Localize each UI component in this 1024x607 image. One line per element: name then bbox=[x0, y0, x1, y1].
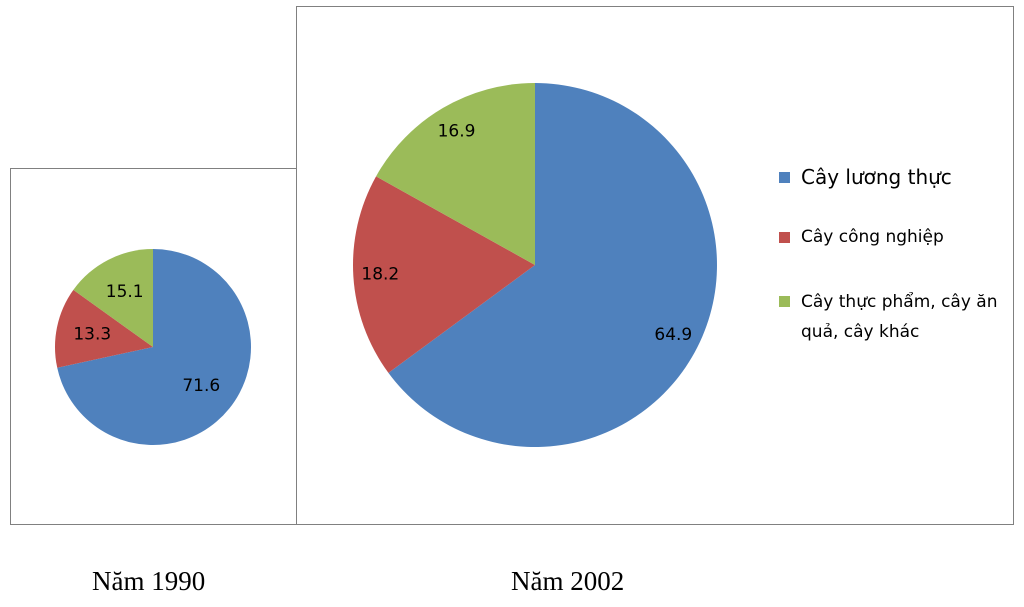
pie-chart-1990: 71.6 13.3 15.1 bbox=[55, 249, 252, 445]
pie-slice-0 bbox=[57, 249, 252, 445]
legend: Cây lương thực Cây công nghiệp Cây thực … bbox=[779, 165, 1009, 347]
legend-label: Cây thực phẩm, cây ăn quả, cây khác bbox=[801, 292, 998, 342]
pie-slice-2 bbox=[73, 249, 153, 347]
legend-entry-cay-thuc-pham: Cây thực phẩm, cây ăn quả, cây khác bbox=[779, 287, 1009, 347]
data-label-0: 71.6 bbox=[182, 376, 220, 396]
caption-1990: Năm 1990 bbox=[92, 566, 206, 596]
pie-slice-1 bbox=[55, 289, 153, 368]
legend-entry-cay-luong-thuc: Cây lương thực bbox=[779, 165, 1009, 189]
data-label-1: 13.3 bbox=[73, 324, 111, 344]
data-label-1: 18.2 bbox=[361, 265, 399, 285]
legend-swatch-red bbox=[779, 232, 790, 243]
pie-chart-2002: 64.9 18.2 16.9 bbox=[353, 83, 717, 447]
caption-2002: Năm 2002 bbox=[511, 566, 625, 596]
legend-label: Cây công nghiệp bbox=[801, 227, 944, 247]
legend-swatch-blue bbox=[779, 172, 790, 183]
legend-label: Cây lương thực bbox=[801, 165, 952, 189]
data-label-0: 64.9 bbox=[654, 325, 692, 345]
pie-slice-2 bbox=[376, 83, 535, 265]
legend-entry-cay-cong-nghiep: Cây công nghiệp bbox=[779, 227, 1009, 247]
pie-slice-0 bbox=[388, 83, 717, 447]
chart-area-2002: 64.9 18.2 16.9 Cây lương thực Cây công ngh… bbox=[296, 6, 1014, 525]
pie-slice-1 bbox=[353, 176, 535, 373]
legend-swatch-green bbox=[779, 296, 790, 307]
data-label-2: 16.9 bbox=[438, 121, 476, 141]
data-label-2: 15.1 bbox=[106, 282, 144, 302]
chart-area-1990: 71.6 13.3 15.1 bbox=[10, 168, 297, 525]
